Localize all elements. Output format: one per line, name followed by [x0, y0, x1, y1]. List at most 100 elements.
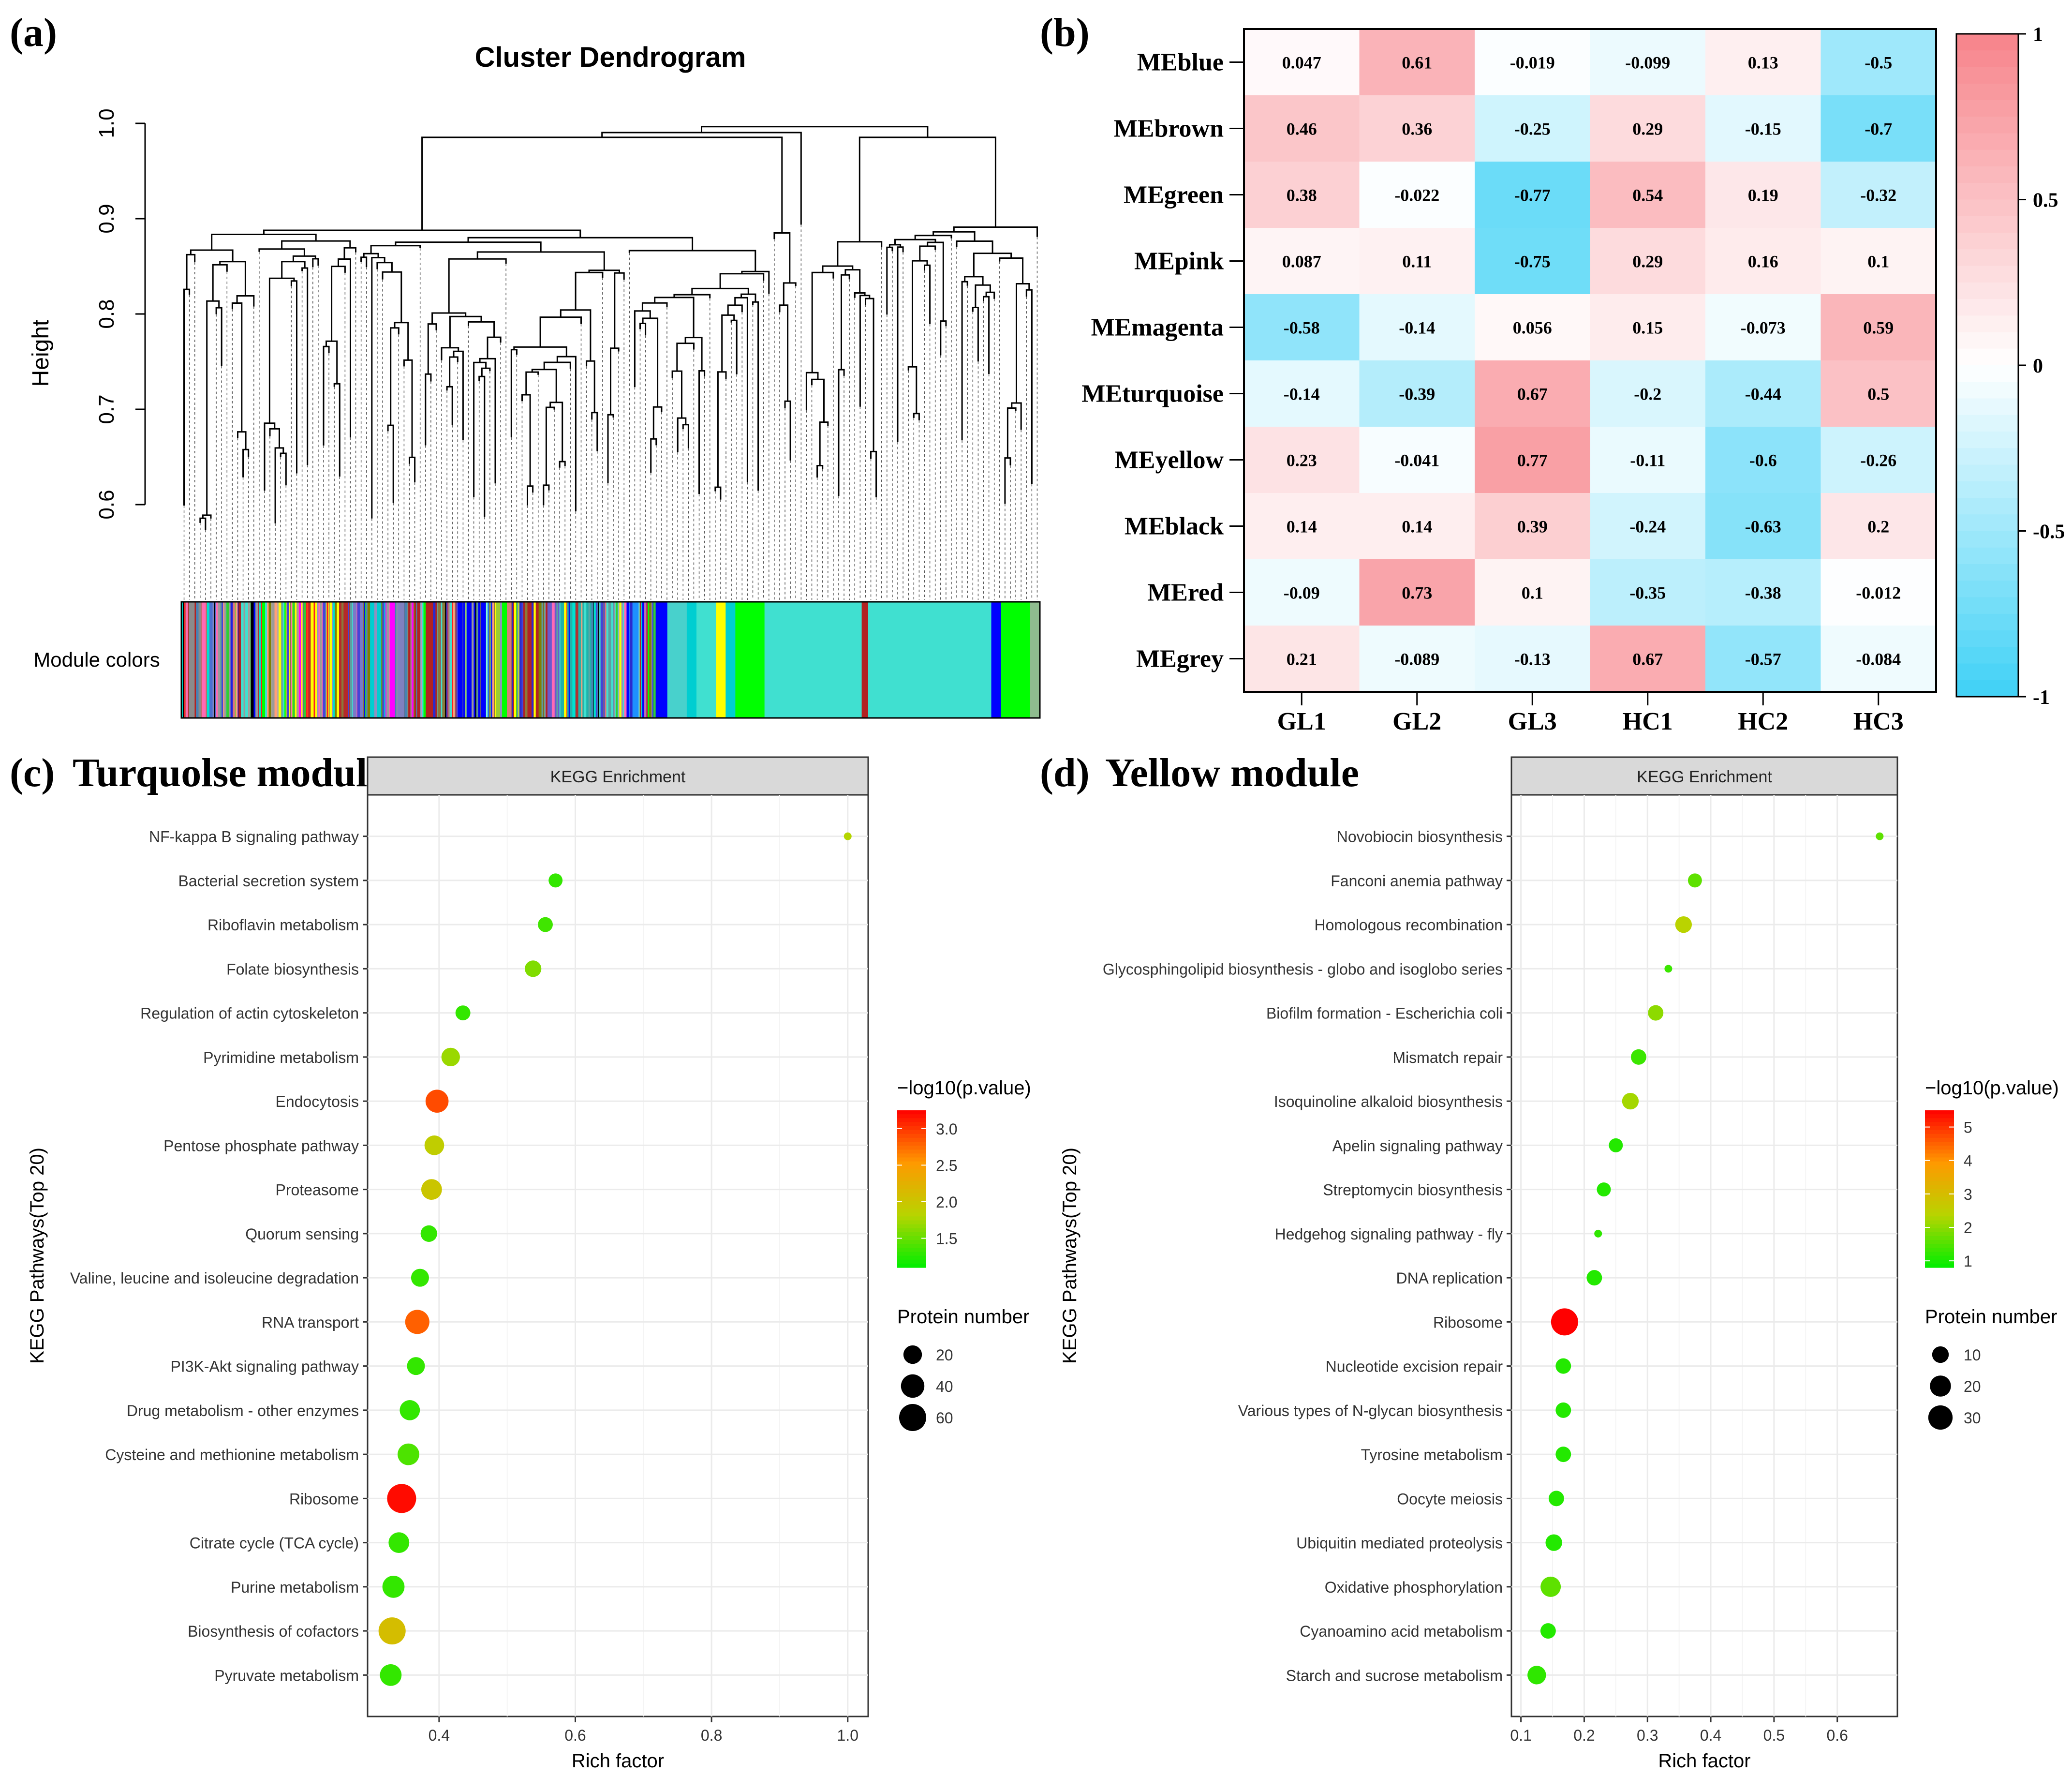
pathway-label: Cysteine and methionine metabolism: [105, 1446, 359, 1463]
pathway-label: Cyanoamino acid metabolism: [1300, 1623, 1503, 1640]
module-color-segment: [868, 602, 992, 718]
colorbar-step: [1956, 299, 2018, 316]
heatmap-cell-label: -0.7: [1865, 119, 1892, 139]
size-legend-dot: [903, 1345, 922, 1364]
module-color-stripe: [303, 602, 306, 718]
module-color-stripe: [511, 602, 514, 718]
module-color-stripe: [416, 602, 417, 718]
color-legend-step: [1925, 1193, 1954, 1197]
pathway-label: Bacterial secretion system: [178, 872, 359, 890]
color-legend-step: [897, 1248, 926, 1253]
pathway-label: Riboflavin metabolism: [207, 916, 359, 934]
heatmap-cell-label: 0.46: [1287, 119, 1317, 139]
module-color-stripe: [382, 602, 385, 718]
x-tick-label: 0.8: [701, 1727, 722, 1744]
color-legend-step: [1925, 1196, 1954, 1201]
colorbar-step: [1956, 547, 2018, 565]
module-color-stripe: [223, 602, 224, 718]
colorbar-step: [1956, 67, 2018, 84]
module-color-stripe: [281, 602, 284, 718]
color-legend-step: [897, 1193, 926, 1197]
module-color-stripe: [433, 602, 436, 718]
plot-panel: [1510, 794, 1898, 1717]
heatmap-cell: [1475, 427, 1590, 493]
pathway-label: Mismatch repair: [1392, 1049, 1503, 1066]
enrichment-point: [387, 1484, 416, 1513]
module-color-stripe: [411, 602, 414, 718]
color-legend-step: [1925, 1157, 1954, 1162]
color-legend-step: [897, 1130, 926, 1134]
enrichment-point: [1545, 1534, 1562, 1551]
colorbar-step: [1956, 432, 2018, 448]
color-legend-step: [897, 1118, 926, 1122]
heatmap-cell: [1820, 493, 1937, 560]
y-axis-title: KEGG Pathways(Top 20): [27, 1148, 48, 1364]
heatmap-row-label: MEblack: [1125, 513, 1224, 540]
color-legend-title: −log10(p.value): [1925, 1077, 2059, 1099]
enrichment-point: [398, 1443, 419, 1465]
color-legend-step: [1925, 1177, 1954, 1181]
module-color-stripe: [517, 602, 518, 718]
colorbar-step: [1956, 647, 2018, 664]
module-color-stripe: [363, 602, 365, 718]
module-color-segment: [1030, 602, 1040, 718]
color-legend-step: [897, 1216, 926, 1221]
heatmap-cell-label: -0.57: [1745, 650, 1781, 669]
module-color-stripe: [395, 602, 397, 718]
module-color-stripe: [495, 602, 496, 718]
color-legend-tick-label: 3: [1964, 1186, 1972, 1203]
color-legend-step: [1925, 1224, 1954, 1229]
module-color-stripe: [410, 602, 412, 718]
heatmap-cell: [1359, 29, 1475, 96]
colorbar-tick-label: 0: [2033, 355, 2043, 377]
heatmap-cell-label: 0.38: [1287, 186, 1317, 205]
module-color-stripe: [286, 602, 289, 718]
heatmap-cell-label: 0.54: [1632, 186, 1663, 205]
colorbar-step: [1956, 282, 2018, 299]
module-color-stripe: [519, 602, 522, 718]
enrichment-point: [538, 917, 553, 932]
colorbar-step: [1956, 415, 2018, 432]
heatmap-cell-label: -0.6: [1749, 451, 1777, 470]
enrichment-point: [411, 1269, 429, 1287]
module-color-stripe: [478, 602, 481, 718]
heatmap-cell-label: 0.2: [1867, 517, 1889, 537]
heatmap-cell: [1590, 493, 1706, 560]
colorbar-step: [1956, 166, 2018, 183]
module-color-stripe: [326, 602, 328, 718]
pathway-label: DNA replication: [1396, 1269, 1503, 1287]
module-color-stripe: [212, 602, 214, 718]
pathway-label: Regulation of actin cytoskeleton: [140, 1005, 359, 1022]
enrichment-point: [525, 960, 542, 977]
color-legend-step: [897, 1209, 926, 1213]
heatmap-cell-label: 0.14: [1402, 517, 1432, 537]
color-legend-step: [897, 1185, 926, 1190]
pathway-label: Pyrimidine metabolism: [203, 1049, 359, 1066]
colorbar-step: [1956, 613, 2018, 631]
color-legend-step: [897, 1200, 926, 1205]
module-color-stripe: [525, 602, 528, 718]
module-color-segment: [686, 602, 697, 718]
heatmap-cell-label: -0.11: [1630, 451, 1665, 470]
enrichment-point: [382, 1576, 405, 1598]
y-axis-title: KEGG Pathways(Top 20): [1059, 1148, 1080, 1364]
panel-c-turquoise-kegg: (c) Turquolse module KEGG Enrichment NF-k…: [10, 750, 1031, 1772]
module-color-stripe: [591, 602, 593, 718]
module-colors-label: Module colors: [33, 648, 160, 671]
x-tick-label: 0.4: [429, 1727, 450, 1744]
heatmap-cell: [1590, 162, 1706, 228]
module-color-segment: [764, 602, 862, 718]
color-legend-step: [1925, 1259, 1954, 1264]
color-legend-step: [897, 1252, 926, 1256]
color-legend-step: [897, 1146, 926, 1150]
module-color-stripe: [186, 602, 188, 718]
heatmap-cell-label: -0.019: [1510, 53, 1555, 73]
color-legend-tick-label: 5: [1964, 1119, 1972, 1136]
colorbar-step: [1956, 332, 2018, 349]
module-color-stripe: [332, 602, 335, 718]
pathway-label: Biosynthesis of cofactors: [188, 1623, 359, 1640]
module-color-stripe: [265, 602, 267, 718]
module-color-stripe: [292, 602, 295, 718]
color-legend-step: [1925, 1130, 1954, 1134]
heatmap-cell-label: 0.29: [1632, 119, 1663, 139]
